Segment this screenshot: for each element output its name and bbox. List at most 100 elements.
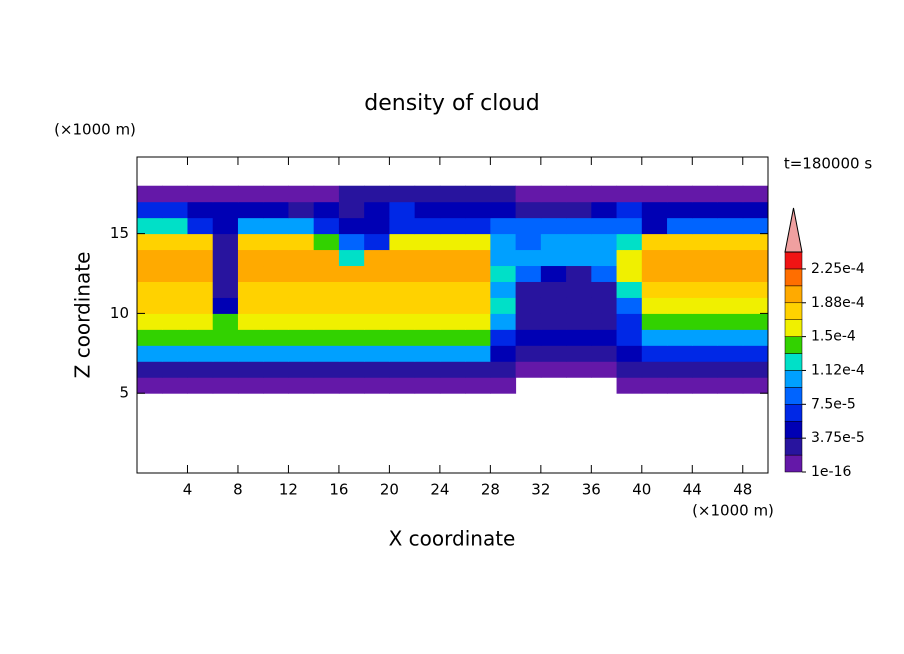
cell	[288, 345, 315, 362]
cell	[288, 313, 315, 330]
y-tick-label: 15	[110, 224, 129, 242]
cell	[162, 201, 188, 219]
x-tick-label: 4	[183, 481, 193, 499]
cell	[364, 249, 390, 267]
colorbar-label: 1.88e-4	[811, 295, 865, 311]
cell	[237, 265, 264, 282]
x-tick-label: 12	[279, 481, 298, 499]
cell	[187, 329, 214, 346]
cell	[667, 329, 693, 346]
cell	[641, 217, 668, 235]
cell	[540, 217, 567, 235]
x-tick-label: 24	[430, 481, 449, 499]
cell	[288, 217, 315, 235]
cell	[338, 297, 365, 314]
cell	[187, 265, 214, 282]
cell	[465, 313, 491, 330]
colorbar-band	[784, 420, 803, 439]
cell	[338, 233, 365, 251]
cell	[439, 361, 466, 378]
cell	[465, 281, 491, 298]
cell	[338, 249, 365, 267]
cell	[414, 217, 441, 235]
cell	[465, 249, 491, 267]
cell	[742, 281, 769, 298]
cell	[742, 185, 769, 203]
cell	[591, 297, 618, 314]
cell	[742, 377, 769, 394]
cell	[212, 297, 239, 314]
cell	[263, 345, 289, 362]
cell	[566, 329, 592, 346]
cell	[212, 377, 239, 394]
cell	[591, 217, 618, 235]
cell	[515, 185, 542, 203]
cell	[187, 313, 214, 330]
cell	[237, 313, 264, 330]
cell	[717, 361, 744, 378]
cell	[389, 329, 416, 346]
cell	[717, 217, 744, 235]
cell	[566, 313, 592, 330]
cell	[515, 297, 542, 314]
colorbar-band	[784, 319, 803, 337]
cell	[439, 217, 466, 235]
cell	[313, 313, 340, 330]
x-tick-label: 28	[481, 481, 500, 499]
cell	[490, 345, 517, 362]
cell	[313, 217, 340, 235]
cell	[313, 265, 340, 282]
cell	[515, 265, 542, 282]
cell	[717, 281, 744, 298]
x-tick-label: 8	[233, 481, 243, 499]
colorbar-label: 3.75e-5	[811, 430, 865, 446]
cell	[540, 233, 567, 251]
cell	[364, 185, 390, 203]
cell	[313, 185, 340, 203]
cell	[137, 249, 163, 267]
cell	[313, 297, 340, 314]
cell	[364, 281, 390, 298]
cell	[237, 281, 264, 298]
cell	[515, 201, 542, 219]
cell	[540, 329, 567, 346]
cell	[162, 233, 188, 251]
cell	[162, 281, 188, 298]
cell	[364, 233, 390, 251]
cell	[742, 217, 769, 235]
cell	[389, 201, 416, 219]
cell	[591, 265, 618, 282]
cell	[667, 233, 693, 251]
cell	[162, 185, 188, 203]
cell	[591, 201, 618, 219]
cell	[364, 265, 390, 282]
cell	[137, 313, 163, 330]
cell	[263, 297, 289, 314]
x-tick-label: 16	[329, 481, 348, 499]
cell	[717, 345, 744, 362]
cell	[212, 249, 239, 267]
cell	[187, 185, 214, 203]
cell	[667, 281, 693, 298]
cell	[338, 329, 365, 346]
cell	[566, 281, 592, 298]
cell	[338, 377, 365, 394]
cell	[237, 297, 264, 314]
cell	[515, 233, 542, 251]
cell	[515, 345, 542, 362]
cell	[263, 361, 289, 378]
cell	[364, 201, 390, 219]
cell	[338, 345, 365, 362]
cell	[263, 249, 289, 267]
cell	[187, 281, 214, 298]
colorbar-extension	[784, 207, 803, 253]
cell	[237, 329, 264, 346]
y-unit: (×1000 m)	[54, 121, 136, 139]
cell	[465, 329, 491, 346]
cell	[338, 217, 365, 235]
cell	[162, 297, 188, 314]
cell	[414, 233, 441, 251]
cell	[237, 377, 264, 394]
cell	[288, 265, 315, 282]
cell	[515, 313, 542, 330]
